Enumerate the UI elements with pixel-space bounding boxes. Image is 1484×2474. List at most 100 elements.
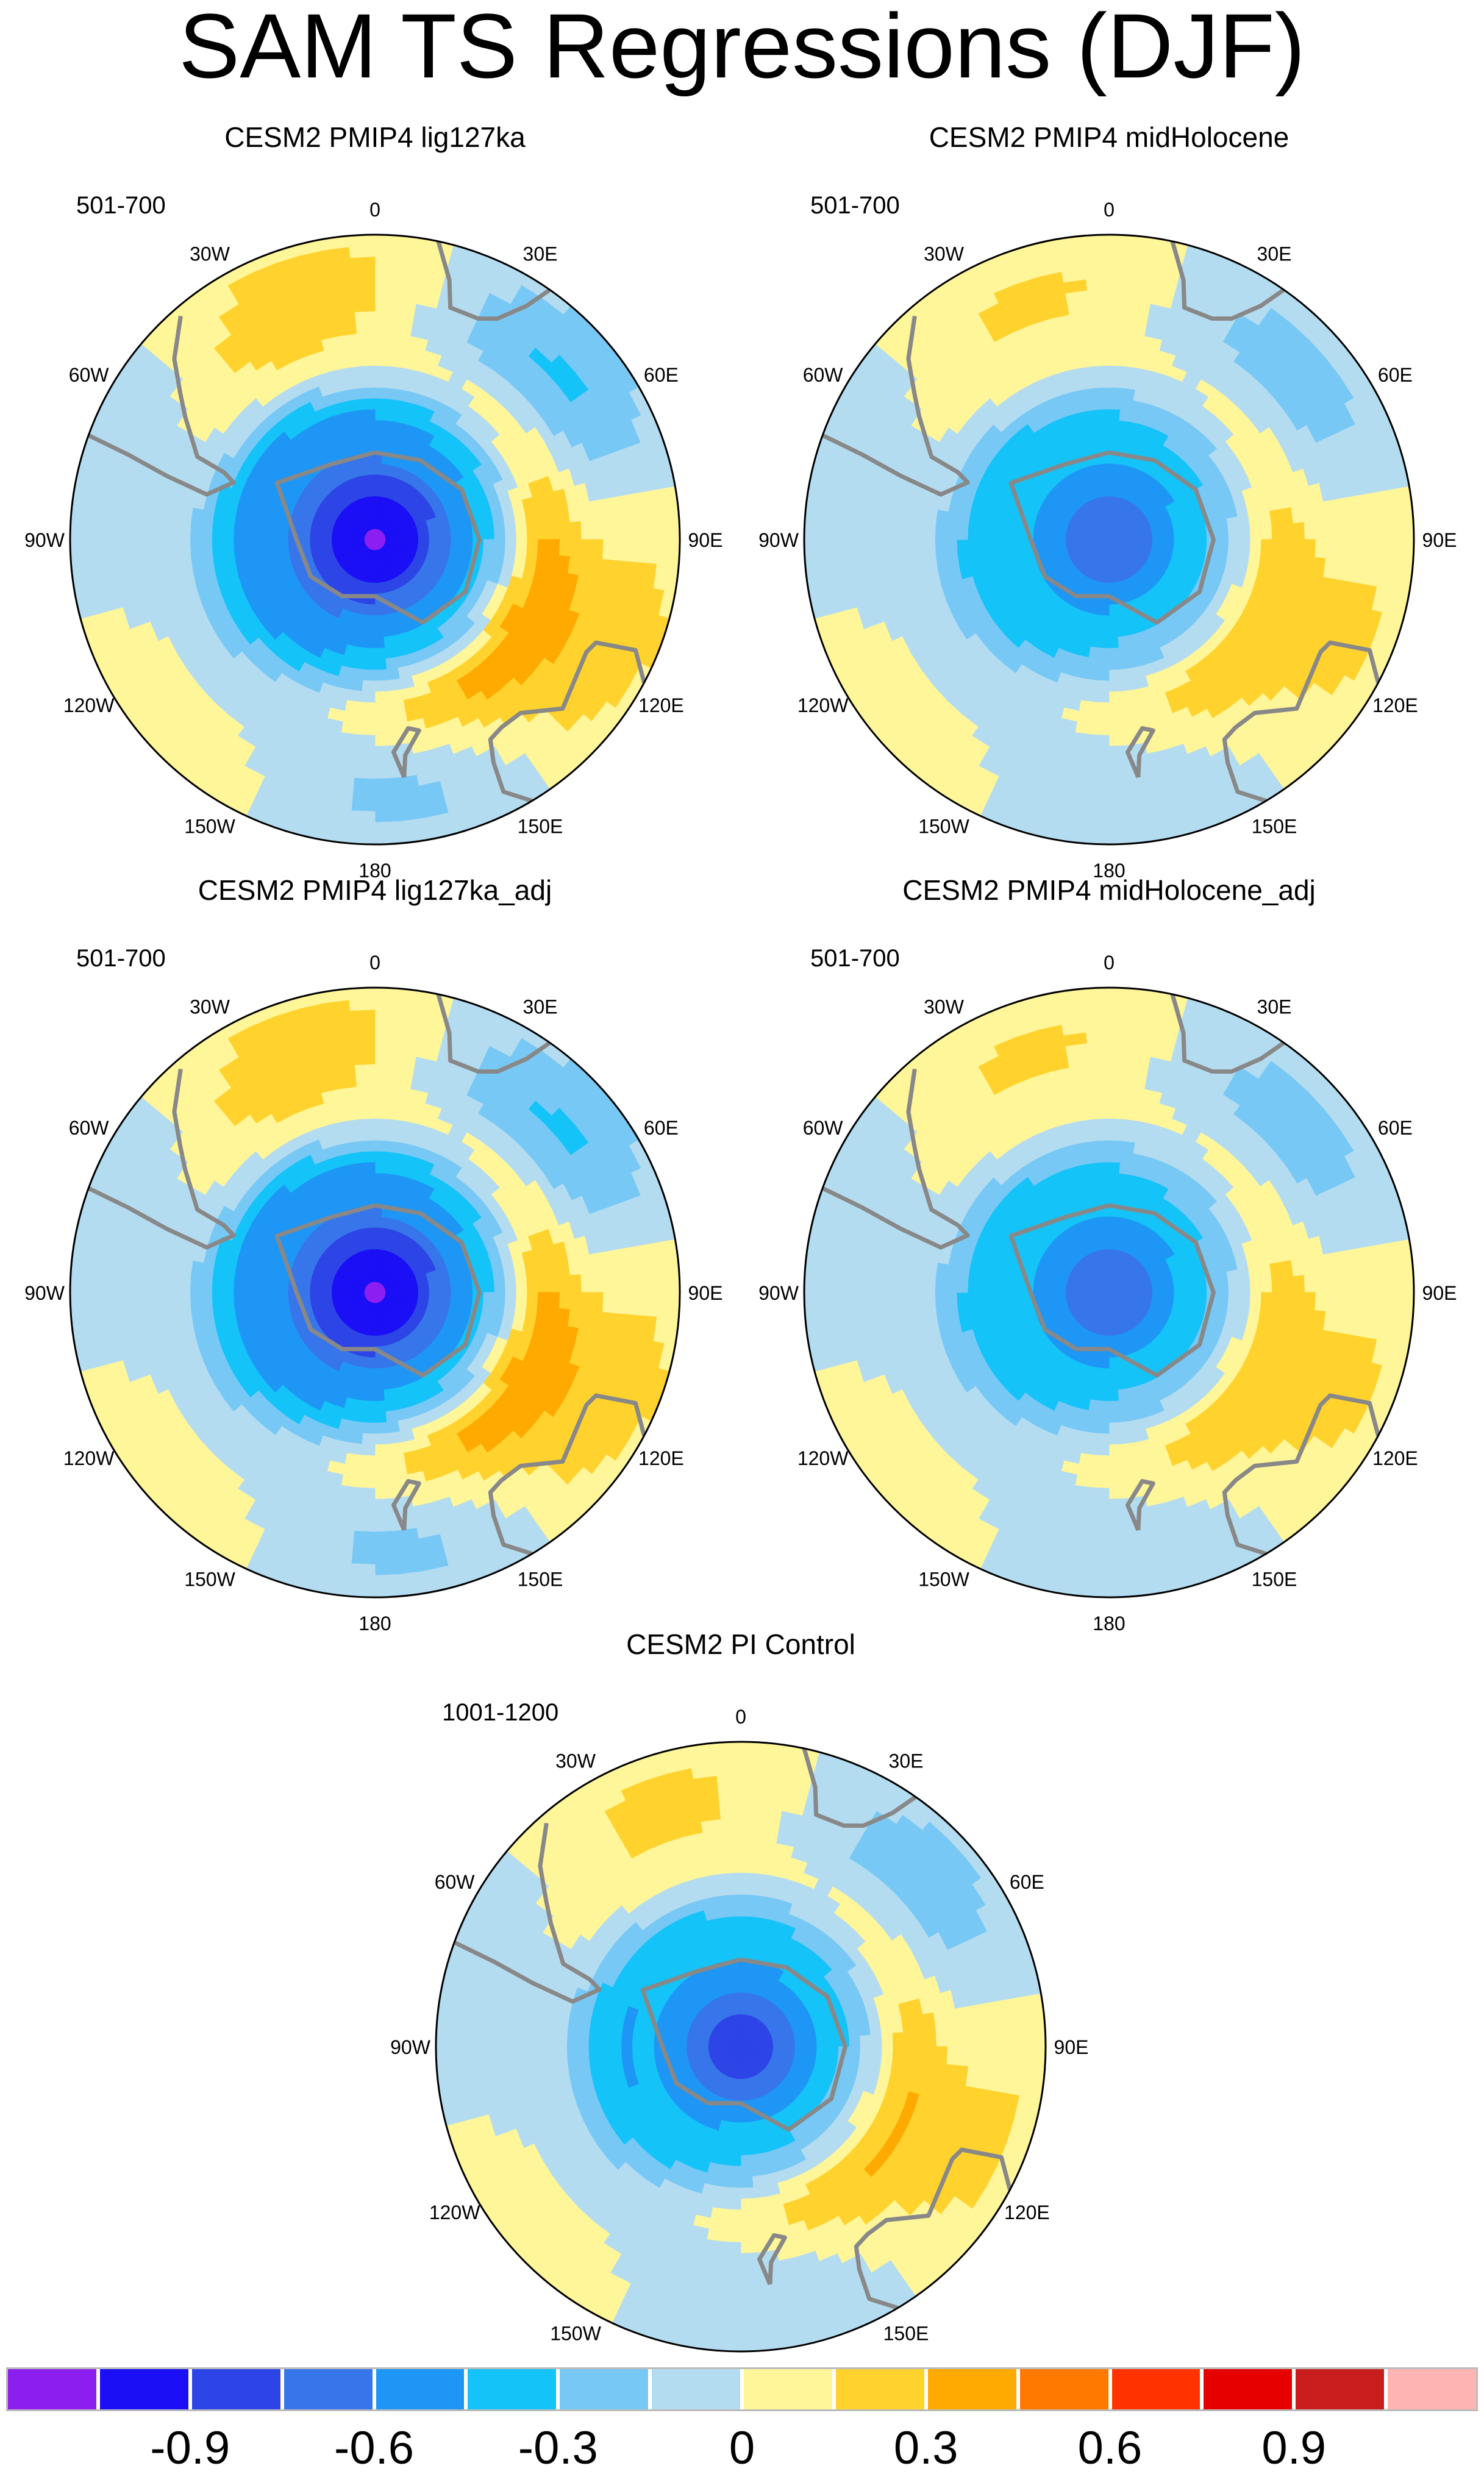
field-cell bbox=[1238, 527, 1251, 540]
field-cell bbox=[1304, 521, 1316, 540]
field-cell bbox=[514, 513, 527, 528]
ts-field bbox=[70, 988, 680, 1597]
field-cell bbox=[374, 1368, 383, 1380]
field-cell bbox=[934, 524, 947, 540]
field-cell bbox=[200, 524, 213, 540]
field-cell bbox=[957, 513, 970, 528]
field-cell bbox=[168, 539, 180, 558]
field-cell bbox=[989, 549, 1002, 561]
field-cell bbox=[1088, 756, 1110, 769]
field-cell bbox=[934, 539, 947, 555]
field-cell bbox=[349, 256, 376, 269]
field-cell bbox=[967, 527, 980, 540]
field-cell bbox=[244, 549, 258, 563]
field-cell bbox=[374, 397, 388, 410]
field-cell bbox=[1108, 343, 1127, 356]
field-cell bbox=[880, 539, 893, 560]
field-cell bbox=[233, 527, 246, 540]
field-cell bbox=[354, 1172, 366, 1186]
field-cell bbox=[957, 551, 970, 566]
field-cell bbox=[1099, 636, 1110, 649]
field-cell bbox=[146, 539, 159, 560]
field-cell bbox=[346, 689, 362, 703]
field-cell bbox=[1098, 419, 1110, 432]
field-cell bbox=[244, 1292, 256, 1305]
field-cell bbox=[365, 430, 376, 443]
field-cell bbox=[1108, 756, 1130, 769]
field-cell bbox=[1099, 430, 1110, 443]
field-cell bbox=[1108, 615, 1117, 627]
field-cell bbox=[113, 539, 126, 563]
field-cell bbox=[483, 529, 495, 540]
field-cell bbox=[492, 1269, 506, 1283]
field-cell bbox=[374, 615, 383, 627]
field-cell bbox=[80, 513, 94, 540]
field-cell bbox=[371, 1249, 376, 1261]
field-cell bbox=[1086, 277, 1110, 291]
field-cell bbox=[374, 777, 398, 791]
field-cell bbox=[503, 1267, 516, 1282]
lon-label: 90W bbox=[24, 529, 65, 551]
field-cell bbox=[1084, 398, 1098, 412]
lon-label: 30W bbox=[924, 243, 965, 265]
field-cell bbox=[978, 539, 990, 552]
field-cell bbox=[374, 1150, 388, 1163]
field-cell bbox=[365, 1389, 376, 1402]
field-cell bbox=[1195, 539, 1208, 549]
field-cell bbox=[624, 539, 637, 563]
field-cell bbox=[1347, 517, 1360, 540]
field-cell bbox=[1092, 713, 1110, 725]
lon-label: 90W bbox=[758, 529, 799, 551]
field-cell bbox=[374, 256, 401, 269]
field-cell bbox=[1084, 668, 1098, 681]
field-cell bbox=[1122, 689, 1138, 703]
field-cell bbox=[945, 539, 958, 554]
field-cell bbox=[374, 332, 394, 345]
field-cell bbox=[1358, 539, 1371, 563]
lon-label: 90E bbox=[1422, 529, 1457, 551]
field-cell bbox=[646, 539, 658, 565]
field-cell bbox=[503, 515, 516, 529]
field-cell bbox=[255, 1292, 267, 1303]
field-cell bbox=[363, 408, 376, 421]
field-cell bbox=[504, 539, 517, 552]
field-cell bbox=[558, 522, 571, 540]
field-cell bbox=[369, 1227, 376, 1239]
lon-label: 150W bbox=[184, 815, 235, 837]
field-cell bbox=[1108, 571, 1113, 583]
field-cell bbox=[1401, 512, 1414, 540]
field-cell bbox=[374, 756, 396, 769]
field-cell bbox=[266, 547, 279, 559]
field-cell bbox=[211, 539, 224, 554]
lon-label: 60E bbox=[644, 364, 679, 386]
panel-title: CESM2 PMIP4 lig127ka bbox=[224, 121, 526, 153]
field-cell bbox=[1086, 777, 1110, 791]
field-cell bbox=[357, 1194, 368, 1207]
field-cell bbox=[1103, 474, 1110, 486]
field-cell bbox=[1260, 539, 1273, 554]
field-cell bbox=[1120, 668, 1134, 681]
field-cell bbox=[1228, 539, 1240, 552]
field-cell bbox=[1108, 636, 1119, 649]
field-cell bbox=[1108, 734, 1128, 747]
field-cell bbox=[352, 788, 376, 802]
field-cell bbox=[384, 646, 396, 660]
field-cell bbox=[1000, 547, 1013, 559]
field-cell bbox=[815, 539, 828, 566]
new-zealand-coast bbox=[391, 726, 421, 779]
antarctica-coast bbox=[274, 450, 482, 625]
field-cell bbox=[374, 691, 390, 704]
field-cell bbox=[354, 310, 376, 323]
lon-label: 30E bbox=[1257, 243, 1292, 265]
field-cell bbox=[880, 519, 893, 540]
field-cell bbox=[366, 626, 376, 638]
field-cell bbox=[526, 525, 539, 540]
field-cell bbox=[440, 1285, 452, 1293]
field-cell bbox=[1098, 647, 1110, 660]
field-cell bbox=[1092, 354, 1110, 366]
field-cell bbox=[1082, 387, 1097, 401]
field-cell bbox=[946, 510, 960, 527]
field-cell bbox=[350, 1421, 364, 1434]
field-cell bbox=[371, 496, 376, 508]
field-cell bbox=[383, 635, 394, 649]
